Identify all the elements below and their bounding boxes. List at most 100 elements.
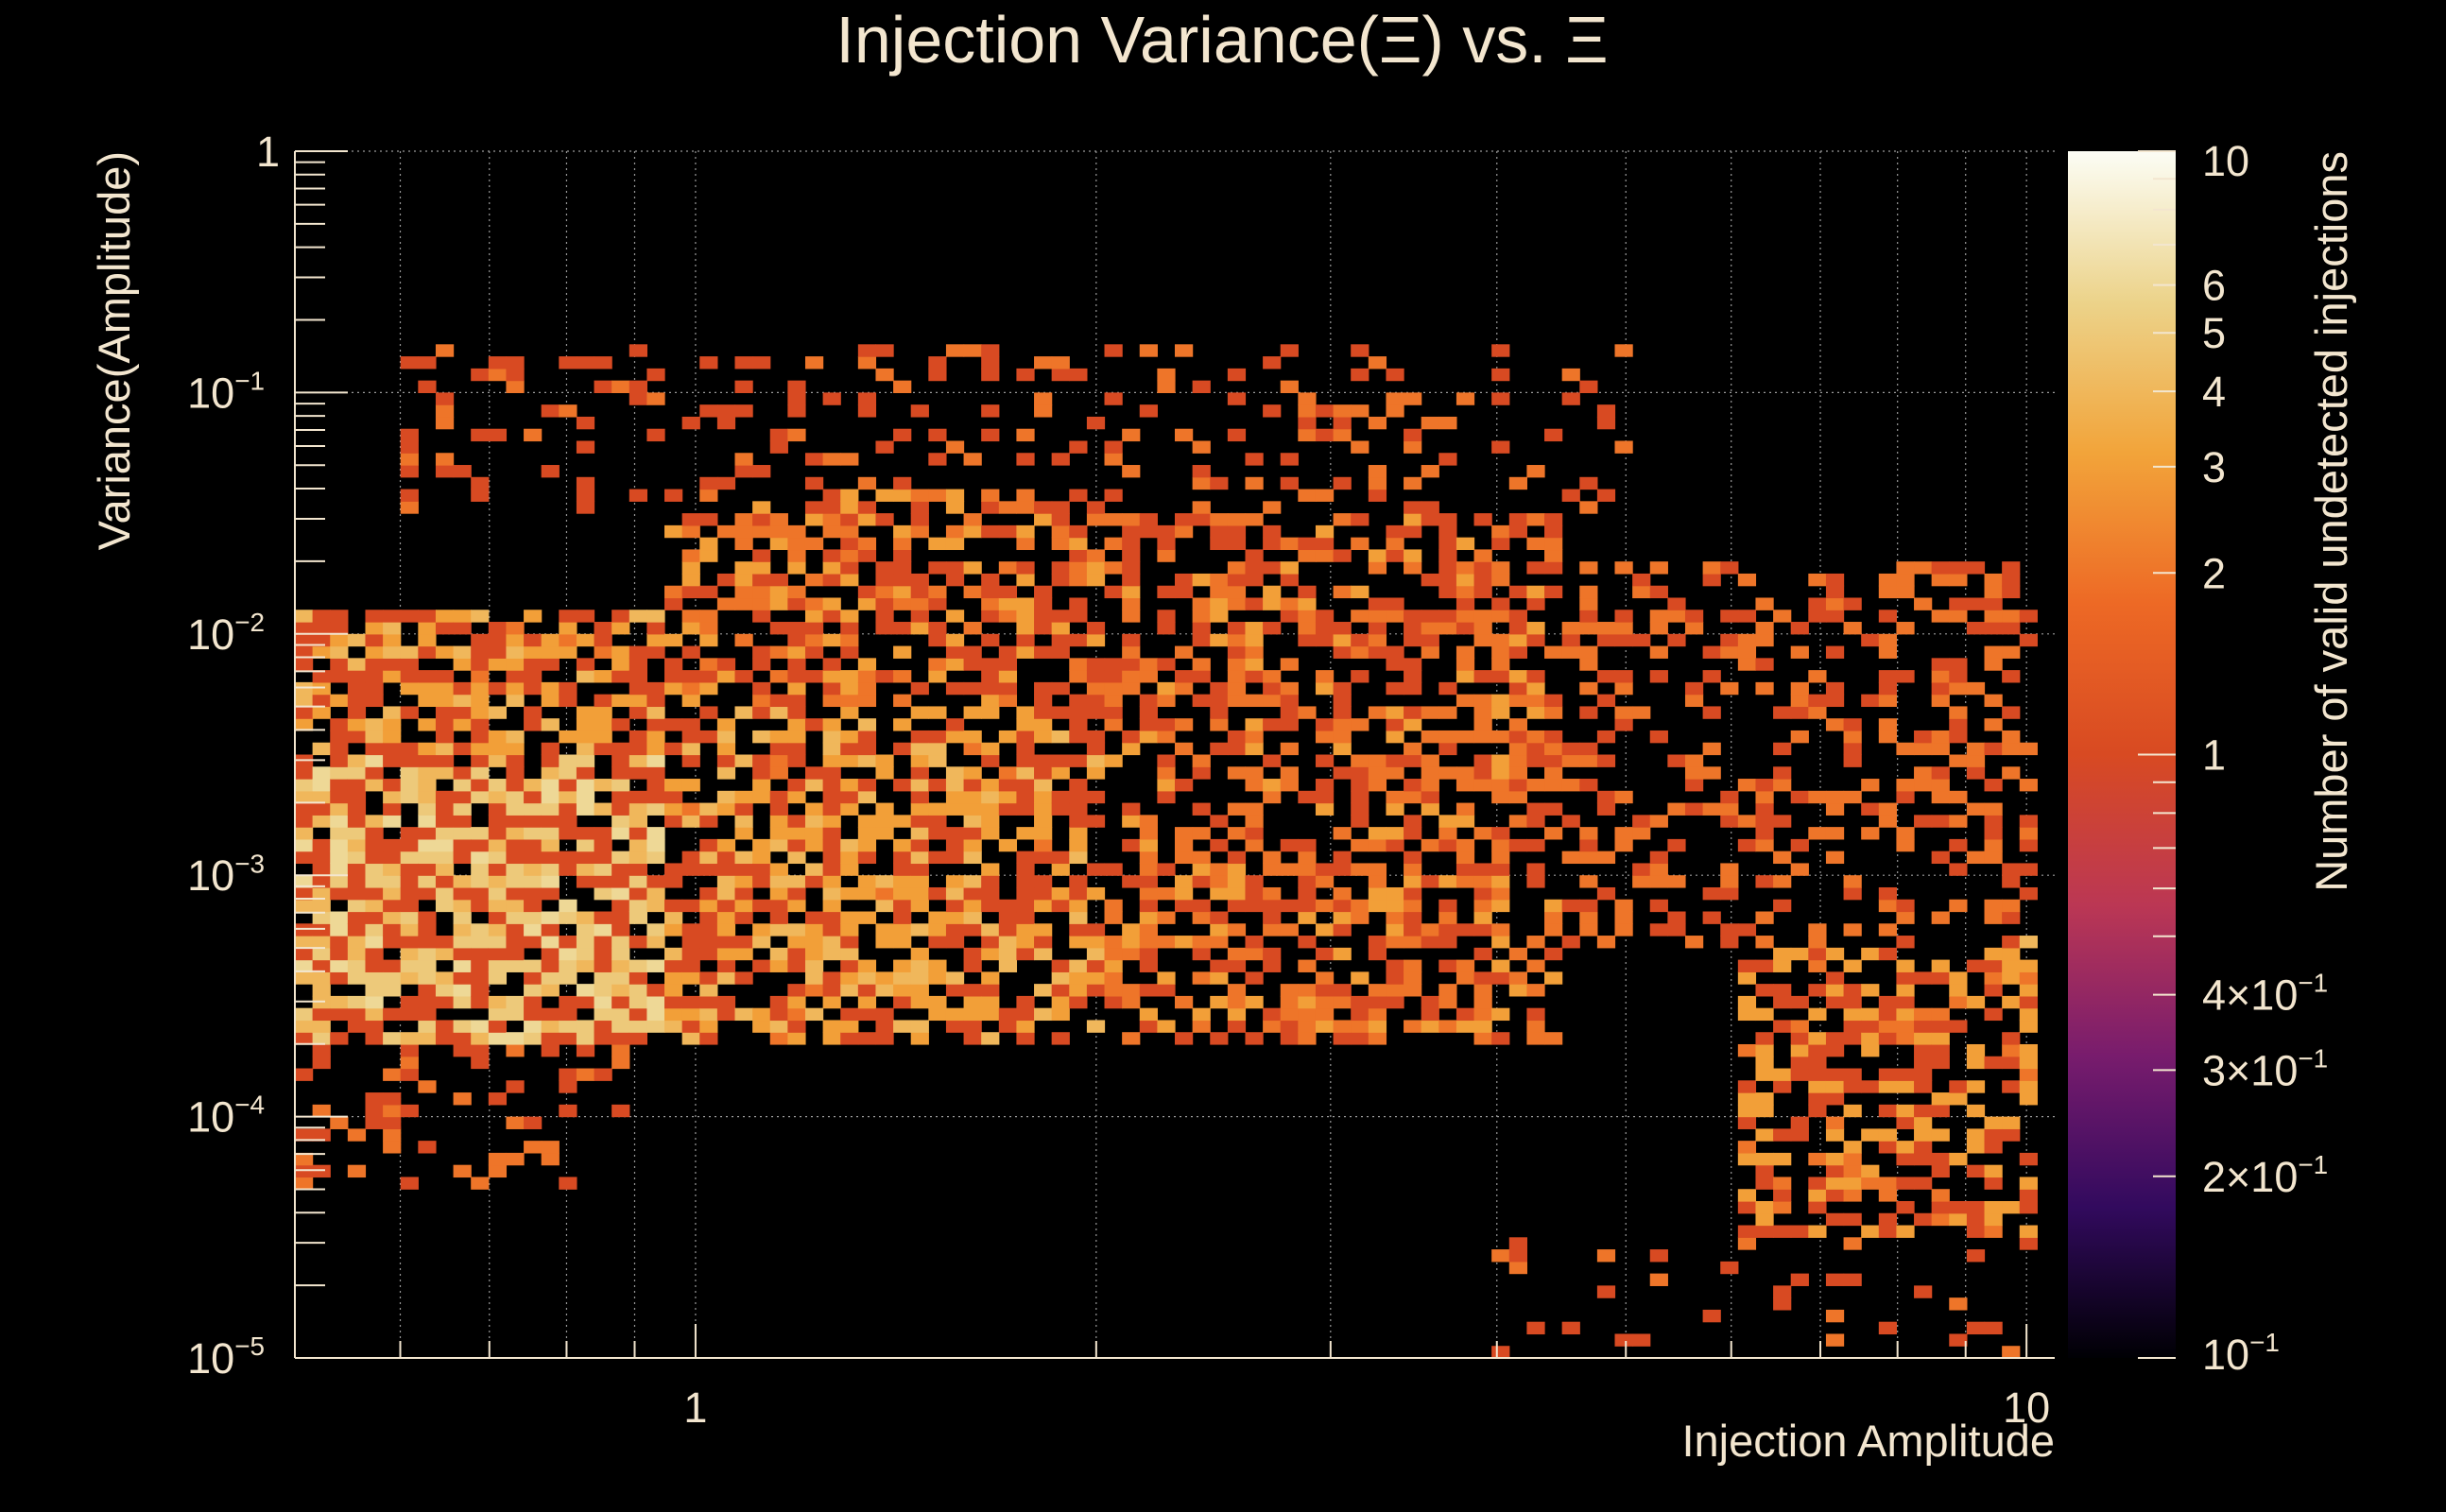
heatmap-cell — [1210, 537, 1229, 551]
heatmap-cell — [612, 742, 630, 756]
heatmap-cell — [787, 670, 806, 683]
heatmap-cell — [1051, 1007, 1070, 1022]
heatmap-cell — [1790, 995, 1809, 1009]
heatmap-cell — [981, 802, 1000, 816]
heatmap-cell — [752, 863, 771, 876]
heatmap-cell — [1175, 524, 1194, 539]
heatmap-cell — [1896, 573, 1915, 587]
heatmap-cell — [1984, 984, 2003, 997]
heatmap-cell — [998, 899, 1018, 913]
heatmap-cell — [664, 585, 683, 599]
heatmap-cell — [646, 790, 665, 804]
heatmap-cell — [734, 670, 753, 683]
heatmap-cell — [681, 670, 700, 683]
heatmap-cell — [1016, 863, 1035, 876]
heatmap-cell — [1825, 1273, 1845, 1286]
heatmap-cell — [488, 947, 508, 961]
heatmap-cell — [1561, 754, 1580, 767]
heatmap-cell — [1104, 537, 1123, 551]
heatmap-cell — [734, 899, 753, 913]
heatmap-cell — [295, 959, 314, 972]
heatmap-cell — [1526, 537, 1545, 551]
colorbar-tick-label: 4 — [2202, 368, 2226, 416]
heatmap-cell — [1614, 838, 1633, 852]
heatmap-cell — [1280, 863, 1299, 876]
heatmap-cell — [1368, 886, 1387, 901]
heatmap-cell — [506, 827, 525, 840]
heatmap-cell — [1438, 622, 1457, 635]
heatmap-cell — [1438, 984, 1457, 997]
heatmap-cell — [1263, 501, 1282, 514]
heatmap-cell — [1456, 585, 1475, 599]
heatmap-cell — [1351, 513, 1369, 526]
heatmap-cell — [769, 573, 788, 587]
heatmap-cell — [857, 779, 877, 792]
heatmap-cell — [1508, 790, 1527, 804]
heatmap-cell — [1702, 886, 1721, 901]
heatmap-cell — [1051, 706, 1070, 719]
heatmap-cell — [787, 730, 806, 744]
heatmap-cell — [541, 1020, 560, 1033]
heatmap-cell — [365, 645, 384, 659]
heatmap-cell — [1579, 754, 1598, 767]
heatmap-cell — [629, 995, 647, 1009]
heatmap-cell — [1227, 670, 1247, 683]
heatmap-cell — [1069, 610, 1088, 623]
heatmap-cell — [435, 610, 455, 623]
heatmap-cell — [1949, 658, 1968, 671]
heatmap-cell — [1649, 730, 1668, 744]
heatmap-cell — [418, 850, 437, 865]
heatmap-cell — [383, 1141, 402, 1154]
heatmap-cell — [1843, 718, 1862, 731]
heatmap-cell — [646, 742, 665, 756]
heatmap-cell — [576, 995, 595, 1009]
heatmap-cell — [312, 779, 331, 792]
heatmap-cell — [1596, 633, 1616, 647]
heatmap-cell — [1720, 863, 1739, 876]
heatmap-cell — [506, 1043, 525, 1057]
heatmap-cell — [1456, 766, 1475, 780]
heatmap-cell — [295, 899, 314, 913]
heatmap-cell — [1086, 863, 1106, 876]
heatmap-cell — [804, 633, 824, 647]
heatmap-cell — [681, 681, 700, 696]
heatmap-cell — [1051, 453, 1070, 466]
heatmap-cell — [1966, 995, 1986, 1009]
heatmap-cell — [365, 742, 384, 756]
heatmap-cell — [1773, 1020, 1792, 1033]
heatmap-cell — [418, 827, 437, 840]
heatmap-cell — [1914, 1212, 1933, 1227]
heatmap-cell — [1069, 549, 1088, 562]
heatmap-cell — [1034, 501, 1053, 514]
heatmap-cell — [1737, 959, 1757, 972]
heatmap-cell — [1421, 754, 1439, 767]
heatmap-cell — [1175, 1032, 1194, 1045]
heatmap-cell — [383, 1032, 402, 1045]
heatmap-cell — [981, 923, 1000, 936]
heatmap-cell — [1878, 1007, 1898, 1022]
heatmap-cell — [1438, 706, 1457, 719]
heatmap-cell — [1755, 827, 1774, 840]
heatmap-cell — [769, 899, 788, 913]
heatmap-cell — [347, 633, 367, 647]
heatmap-cell — [664, 524, 683, 539]
heatmap-cell — [1456, 730, 1475, 744]
heatmap-cell — [822, 561, 841, 575]
heatmap-cell — [312, 815, 331, 828]
heatmap-cell — [383, 1068, 402, 1081]
heatmap-cell — [1861, 947, 1880, 961]
heatmap-cell — [1386, 368, 1404, 382]
heatmap-cell — [435, 681, 455, 696]
heatmap-cell — [1790, 645, 1809, 659]
heatmap-cell — [857, 658, 877, 671]
heatmap-cell — [524, 1007, 543, 1022]
heatmap-cell — [1351, 802, 1369, 816]
heatmap-cell — [2002, 585, 2021, 599]
heatmap-cell — [471, 959, 490, 972]
heatmap-cell — [646, 838, 665, 852]
heatmap-cell — [893, 838, 912, 852]
heatmap-cell — [1473, 995, 1492, 1009]
heatmap-cell — [471, 1056, 490, 1070]
heatmap-cell — [1263, 537, 1282, 551]
heatmap-cell — [1737, 645, 1757, 659]
